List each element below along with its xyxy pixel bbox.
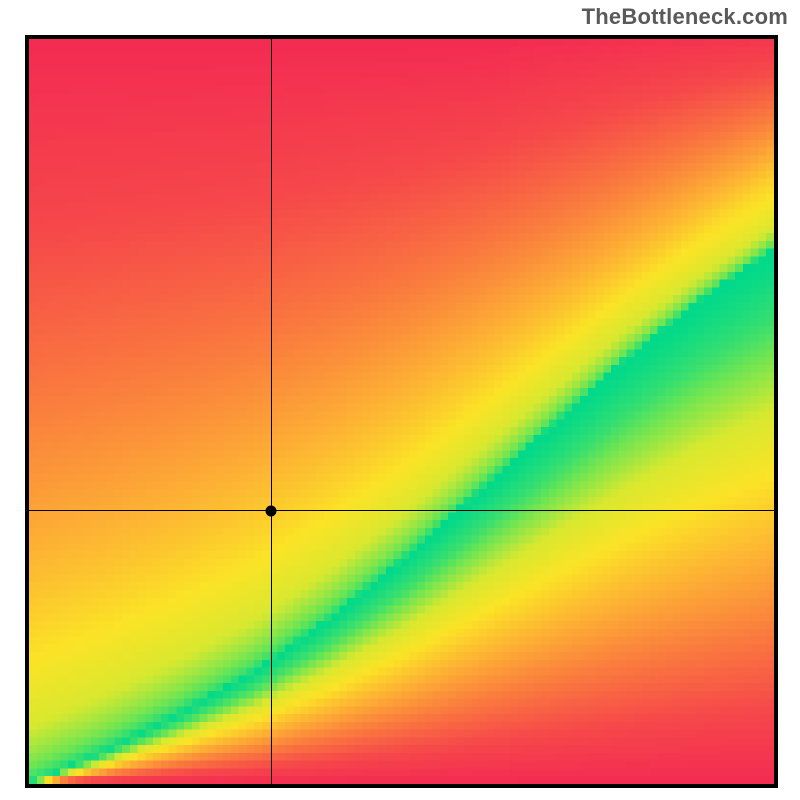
selection-marker-dot	[266, 505, 277, 516]
watermark-text: TheBottleneck.com	[582, 4, 788, 30]
plot-border	[25, 35, 778, 788]
